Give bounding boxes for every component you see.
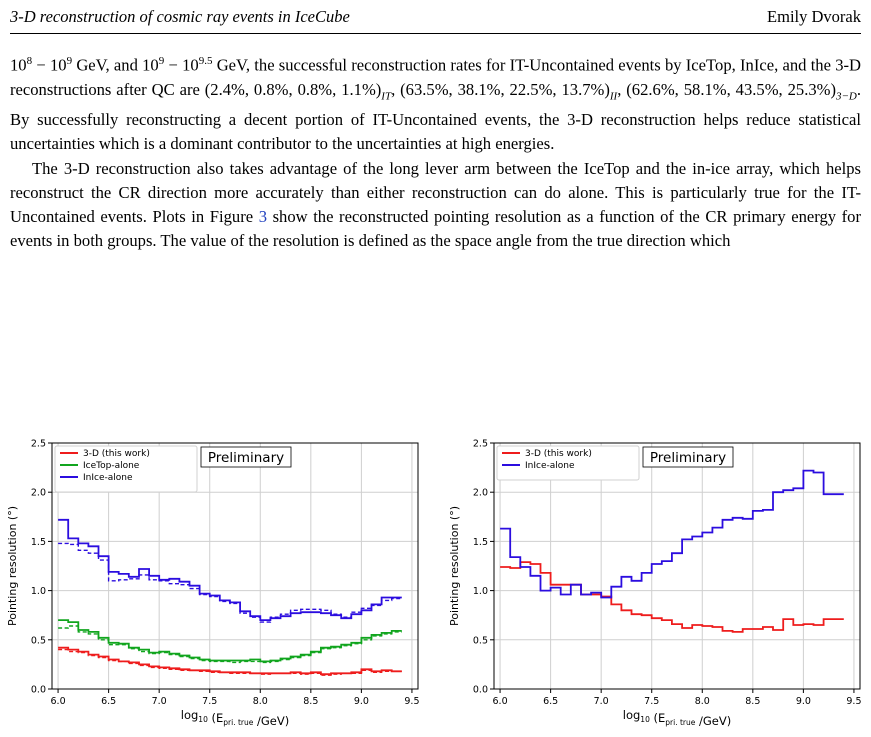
body-text: 108 − 109 GeV, and 109 − 109.5 GeV, the … [10, 49, 861, 253]
series-line-2 [58, 619, 402, 663]
x-tick-label: 8.0 [695, 696, 710, 707]
x-tick-label: 9.0 [354, 696, 369, 707]
plot-frame [493, 442, 861, 690]
text-run: , (62.6%, 58.1%, 43.5%, 25.3%) [617, 79, 836, 99]
legend-entry: InIce-alone [525, 461, 575, 471]
y-tick-label: 2.5 [473, 439, 488, 450]
legend-entry: IceTop-alone [83, 461, 140, 471]
x-tick-label: 7.5 [644, 696, 659, 707]
x-tick-label: 7.5 [202, 696, 217, 707]
text-run: 10 [10, 55, 27, 75]
legend: 3-D (this work) IceTop-alone InIce-alone [54, 445, 198, 493]
y-tick-label: 2.5 [31, 439, 46, 450]
superscript: 9.5 [198, 55, 213, 67]
x-tick-label: 9.0 [796, 696, 811, 707]
x-tick-label: 7.0 [152, 696, 167, 707]
y-axis-label: Pointing resolution (°) [448, 506, 461, 626]
x-axis-label: log10 (Epri. true /GeV) [181, 708, 289, 728]
y-tick-label: 1.0 [31, 586, 46, 597]
series-line-5 [58, 542, 402, 623]
superscript: 9 [66, 55, 73, 67]
paragraph-2: The 3-D reconstruction also takes advant… [10, 157, 861, 254]
text-run: , (63.5%, 38.1%, 22.5%, 13.7%) [391, 79, 610, 99]
y-tick-label: 1.5 [31, 537, 46, 548]
preliminary-annotation: Preliminary [208, 450, 284, 466]
x-tick-label: 7.0 [594, 696, 609, 707]
left-plot-svg: 6.0 6.5 7.0 7.5 8.0 8.5 9.0 9.5 0.0 0.5 1.0 1.5 2.0 2… [6, 439, 419, 729]
page-header: 3-D reconstruction of cosmic ray events … [10, 0, 861, 34]
author-name: Emily Dvorak [767, 7, 861, 26]
series-line-4 [58, 518, 402, 621]
x-tick-label: 8.5 [303, 696, 318, 707]
legend-entry: 3-D (this work) [525, 449, 592, 459]
text-run: GeV, and 10 [72, 55, 159, 75]
superscript: 9 [158, 55, 165, 67]
text-run: The 3-D reconstruction also takes advant… [10, 158, 861, 227]
y-tick-label: 0.5 [473, 635, 488, 646]
text-run: GeV, the successful reconstruction rates… [10, 55, 862, 99]
figure-right-plot: 6.0 6.5 7.0 7.5 8.0 8.5 9.0 9.5 0.0 0.5 1.0 1.5 2.0 2… [438, 437, 871, 732]
y-tick-label: 1.0 [473, 586, 488, 597]
x-axis-label: log10 (Epri. true /GeV) [623, 708, 731, 728]
y-tick-label: 1.5 [473, 537, 488, 548]
preliminary-box [642, 446, 734, 468]
text-run: − 10 [32, 55, 67, 75]
preliminary-box [200, 446, 292, 468]
running-title: 3-D reconstruction of cosmic ray events … [10, 7, 350, 26]
y-tick-label: 0.5 [31, 635, 46, 646]
series-line-1 [500, 469, 844, 599]
x-tick-label: 9.5 [846, 696, 861, 707]
paragraph-1: 108 − 109 GeV, and 109 − 109.5 GeV, the … [10, 49, 861, 157]
x-tick-label: 6.5 [101, 696, 116, 707]
y-axis-label: Pointing resolution (°) [6, 506, 19, 626]
preliminary-annotation: Preliminary [650, 450, 726, 466]
figure-reference-link[interactable]: 3 [258, 207, 267, 227]
figure-left-plot: 6.0 6.5 7.0 7.5 8.0 8.5 9.0 9.5 0.0 0.5 1.0 1.5 2.0 2… [0, 437, 430, 732]
text-run: − 10 [164, 55, 199, 75]
y-tick-label: 2.0 [31, 488, 46, 499]
y-tick-label: 0.0 [473, 685, 488, 696]
x-tick-label: 6.0 [493, 696, 508, 707]
text-run: . By successfully reconstructing a decen… [10, 79, 862, 154]
legend: 3-D (this work) InIce-alone [496, 445, 640, 481]
x-tick-label: 9.5 [404, 696, 419, 707]
legend-entry: 3-D (this work) [83, 449, 150, 459]
y-tick-label: 2.0 [473, 488, 488, 499]
plot-frame [51, 442, 419, 690]
y-tick-label: 0.0 [31, 685, 46, 696]
text-run: show the reconstructed pointing resoluti… [10, 207, 861, 251]
right-plot-svg: 6.0 6.5 7.0 7.5 8.0 8.5 9.0 9.5 0.0 0.5 1.0 1.5 2.0 2… [448, 439, 861, 729]
subscript: 3−D [836, 90, 857, 103]
x-tick-label: 8.0 [253, 696, 268, 707]
subscript: II [609, 90, 618, 103]
series-line-3 [58, 625, 402, 664]
x-tick-label: 8.5 [745, 696, 760, 707]
series-line-0 [500, 561, 844, 633]
subscript: IT [381, 90, 392, 103]
series-line-1 [58, 648, 402, 676]
x-tick-label: 6.0 [51, 696, 66, 707]
x-tick-label: 6.5 [543, 696, 558, 707]
legend-entry: InIce-alone [83, 473, 133, 483]
superscript: 8 [26, 55, 33, 67]
